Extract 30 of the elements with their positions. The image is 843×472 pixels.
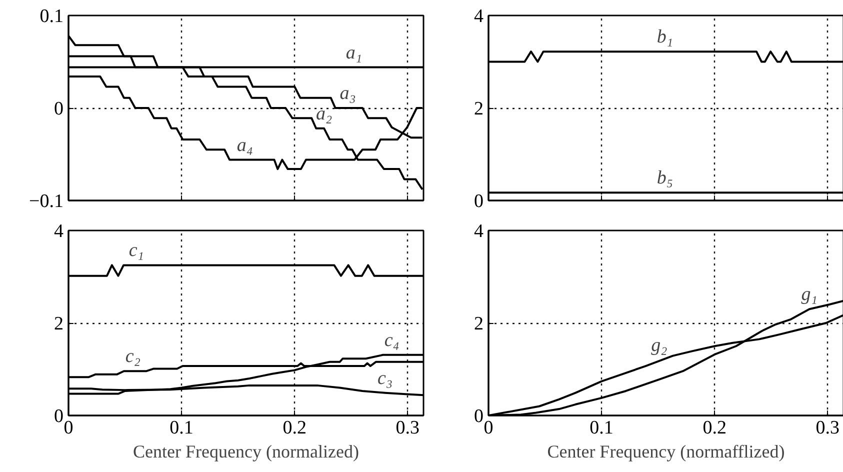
annotation: c₃ [378, 368, 393, 389]
x-tick-label: 0.2 [282, 418, 306, 438]
annotation: b₅ [656, 168, 673, 189]
annotation: b₁ [656, 26, 673, 48]
x-tick-label: 0.3 [816, 418, 840, 438]
annotation: a₁ [346, 42, 362, 64]
annotation: g₂ [651, 335, 668, 356]
annotation: c₂ [125, 346, 141, 368]
annotation: a₂ [316, 103, 332, 124]
y-tick-label: 4 [54, 221, 64, 242]
annotation: a₃ [340, 83, 356, 104]
y-tick-label: 0.1 [40, 6, 64, 27]
y-tick-label: 4 [474, 221, 484, 242]
y-tick-label: 2 [54, 314, 64, 334]
y-tick-label: 2 [474, 314, 484, 334]
annotation: g₁ [801, 284, 818, 306]
x-tick-label: 0.1 [170, 418, 194, 438]
y-tick-label: 4 [474, 6, 484, 27]
annotation: c₄ [384, 330, 400, 351]
annotation: a₄ [236, 134, 253, 156]
y-tick-label: 2 [474, 98, 484, 120]
annotation: c₁ [128, 240, 144, 262]
x-tick-label: 0.1 [590, 418, 614, 438]
y-tick-label: 0 [474, 191, 484, 212]
x-tick-label: 0.2 [702, 418, 726, 438]
x-tick-label: 0.3 [396, 418, 420, 438]
y-tick-label: 0 [54, 98, 64, 120]
y-tick-label: −0.1 [29, 191, 64, 212]
x-axis-title: Center Frequency (normafflized) [547, 442, 785, 462]
x-axis-title: Center Frequency (normalized) [133, 442, 359, 462]
